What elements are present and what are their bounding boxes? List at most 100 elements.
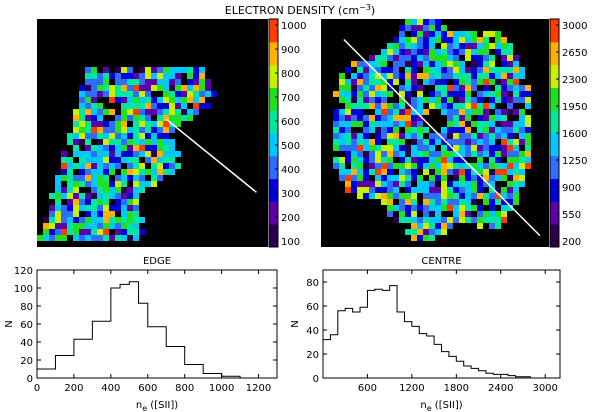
map-pixel	[465, 127, 471, 133]
map-pixel	[447, 91, 453, 97]
map-pixel	[109, 163, 115, 169]
map-pixel	[85, 217, 91, 223]
map-pixel	[115, 85, 121, 91]
map-pixel	[61, 211, 67, 217]
map-pixel	[435, 151, 441, 157]
map-pixel	[489, 187, 495, 193]
map-pixel	[103, 175, 109, 181]
map-pixel	[465, 79, 471, 85]
map-pixel	[133, 235, 139, 241]
map-pixel	[345, 67, 351, 73]
map-pixel	[339, 133, 345, 139]
map-pixel	[91, 163, 97, 169]
y-tick-label: 0	[27, 374, 33, 385]
map-pixel	[429, 181, 435, 187]
map-pixel	[417, 73, 423, 79]
map-pixel	[411, 37, 417, 43]
histogram-steps	[36, 281, 259, 379]
map-pixel	[85, 73, 91, 79]
map-pixel	[423, 67, 429, 73]
map-pixel	[459, 163, 465, 169]
map-pixel	[363, 193, 369, 199]
histogram-bin	[129, 282, 138, 378]
map-pixel	[507, 55, 513, 61]
map-pixel	[525, 121, 531, 127]
map-pixel	[399, 199, 405, 205]
map-pixel	[411, 97, 417, 103]
map-pixel	[363, 181, 369, 187]
map-pixel	[399, 175, 405, 181]
map-pixel	[435, 187, 441, 193]
map-pixel	[133, 193, 139, 199]
colorbar-tick-label: 550	[562, 210, 581, 221]
map-pixel	[417, 121, 423, 127]
colorbar-segment	[269, 64, 278, 88]
map-pixel	[453, 73, 459, 79]
map-pixel	[97, 223, 103, 229]
map-pixel	[513, 133, 519, 139]
map-pixel	[471, 31, 477, 37]
map-pixel	[363, 145, 369, 151]
map-pixel	[163, 67, 169, 73]
map-pixel	[519, 115, 525, 121]
map-pixel	[465, 115, 471, 121]
map-pixel	[525, 115, 531, 121]
map-pixel	[375, 97, 381, 103]
map-pixel	[453, 217, 459, 223]
map-pixel	[495, 91, 501, 97]
map-pixel	[61, 187, 67, 193]
map-pixel	[333, 145, 339, 151]
map-pixel	[513, 157, 519, 163]
map-pixel	[67, 211, 73, 217]
map-pixel	[477, 217, 483, 223]
map-pixel	[169, 67, 175, 73]
map-pixel	[163, 139, 169, 145]
map-pixel	[519, 97, 525, 103]
map-pixel	[453, 103, 459, 109]
map-pixel	[375, 121, 381, 127]
map-pixel	[429, 133, 435, 139]
map-pixel	[489, 127, 495, 133]
map-pixel	[501, 91, 507, 97]
map-pixel	[121, 133, 127, 139]
map-pixel	[477, 61, 483, 67]
map-pixel	[127, 193, 133, 199]
colorbar-segment	[550, 41, 559, 66]
map-pixel	[381, 109, 387, 115]
map-pixel	[507, 85, 513, 91]
map-pixel	[477, 55, 483, 61]
map-pixel	[85, 145, 91, 151]
map-pixel	[429, 103, 435, 109]
map-pixel	[79, 193, 85, 199]
map-pixel	[393, 121, 399, 127]
map-pixel	[453, 85, 459, 91]
map-pixel	[489, 163, 495, 169]
map-pixel	[459, 109, 465, 115]
map-pixel	[429, 97, 435, 103]
map-pixel	[91, 235, 97, 241]
map-pixel	[381, 97, 387, 103]
map-pixel	[417, 223, 423, 229]
map-pixel	[435, 25, 441, 31]
map-pixel	[459, 103, 465, 109]
map-pixel	[103, 223, 109, 229]
map-pixel	[169, 79, 175, 85]
map-pixel	[435, 217, 441, 223]
y-tick-label: 20	[306, 350, 319, 361]
map-pixel	[471, 73, 477, 79]
map-pixel	[103, 235, 109, 241]
map-pixel	[471, 49, 477, 55]
map-pixel	[115, 67, 121, 73]
map-pixel	[447, 109, 453, 115]
map-pixel	[109, 211, 115, 217]
map-pixel	[351, 103, 357, 109]
map-pixel	[471, 61, 477, 67]
map-pixel	[441, 217, 447, 223]
histogram-bin	[111, 288, 120, 378]
map-pixel	[121, 181, 127, 187]
map-pixel	[495, 109, 501, 115]
map-pixel	[151, 133, 157, 139]
map-pixel	[73, 193, 79, 199]
colorbar-segment	[550, 155, 559, 180]
map-pixel	[519, 127, 525, 133]
